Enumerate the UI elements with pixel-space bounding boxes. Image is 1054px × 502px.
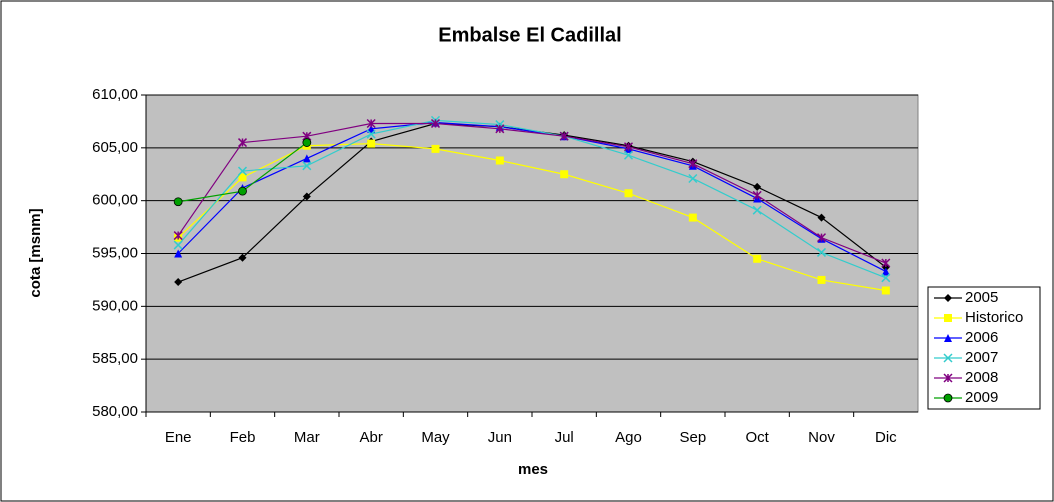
- data-point: [817, 213, 826, 222]
- series-line: [177, 122, 887, 264]
- series-line: [177, 121, 887, 272]
- legend-box: [927, 286, 1041, 410]
- legend-marker: [943, 393, 953, 403]
- legend-marker: [943, 373, 953, 383]
- data-point: [816, 247, 827, 257]
- legend-marker: [944, 314, 952, 322]
- data-point: [881, 267, 890, 276]
- series-line: [177, 119, 887, 279]
- legend-label: 2005: [965, 289, 998, 306]
- data-point: [624, 189, 633, 198]
- data-point: [753, 182, 762, 191]
- legend-label: 2006: [965, 329, 998, 346]
- data-point: [173, 240, 183, 250]
- y-tick-label: 600,00: [92, 192, 138, 209]
- data-point: [752, 190, 762, 200]
- legend-marker: [943, 353, 953, 363]
- x-tick-label: Oct: [745, 429, 769, 446]
- data-point: [817, 275, 826, 284]
- data-point: [688, 159, 698, 169]
- data-point: [367, 139, 376, 148]
- legend-marker: [944, 294, 952, 302]
- data-point: [881, 273, 891, 283]
- data-point: [560, 170, 569, 179]
- data-point: [495, 124, 505, 134]
- data-point: [495, 120, 505, 130]
- data-point: [881, 258, 891, 268]
- y-tick-label: 605,00: [92, 139, 138, 156]
- chart-title: Embalse El Cadillal: [438, 24, 621, 46]
- legend-marker: [944, 334, 952, 342]
- legend-label: Historico: [965, 309, 1023, 326]
- x-tick-label: Jun: [488, 429, 512, 446]
- y-tick-label: 580,00: [92, 403, 138, 420]
- data-point: [367, 124, 376, 133]
- data-point: [366, 129, 376, 139]
- x-tick-label: Sep: [679, 429, 706, 446]
- x-axis-label: mes: [518, 461, 548, 478]
- data-point: [238, 173, 247, 182]
- data-point: [688, 173, 698, 184]
- legend-label: 2008: [965, 369, 998, 386]
- data-point: [431, 144, 440, 153]
- x-tick-label: Feb: [230, 429, 256, 446]
- data-point: [752, 205, 762, 215]
- data-point: [623, 150, 634, 160]
- data-point: [238, 186, 247, 196]
- data-point: [302, 154, 311, 163]
- data-point: [495, 156, 504, 165]
- x-tick-label: Jul: [555, 429, 574, 446]
- x-tick-label: Dic: [875, 429, 897, 446]
- legend-label: 2007: [965, 349, 998, 366]
- data-point: [688, 213, 697, 222]
- data-point: [302, 161, 312, 171]
- data-point: [302, 192, 311, 201]
- data-point: [173, 231, 183, 241]
- y-tick-label: 610,00: [92, 86, 138, 103]
- data-point: [302, 138, 312, 147]
- data-point: [237, 166, 248, 176]
- x-tick-label: Abr: [359, 429, 382, 446]
- x-tick-label: May: [421, 429, 450, 446]
- data-point: [174, 278, 183, 287]
- data-point: [366, 118, 376, 129]
- data-point: [753, 254, 762, 263]
- data-point: [816, 233, 827, 243]
- y-tick-label: 585,00: [92, 350, 138, 367]
- x-tick-label: Nov: [808, 429, 835, 446]
- x-tick-label: Ene: [165, 429, 192, 446]
- y-tick-label: 590,00: [92, 297, 138, 314]
- data-point: [881, 286, 890, 295]
- x-tick-label: Ago: [615, 429, 642, 446]
- legend-label: 2009: [965, 389, 998, 406]
- data-point: [238, 253, 247, 262]
- data-point: [173, 197, 183, 207]
- data-point: [623, 142, 634, 152]
- y-tick-label: 595,00: [92, 244, 138, 261]
- x-tick-label: Mar: [294, 429, 320, 446]
- y-axis-label: cota [msnm]: [27, 208, 44, 297]
- data-point: [237, 138, 248, 148]
- data-point: [430, 118, 441, 129]
- data-point: [559, 131, 569, 141]
- data-point: [174, 249, 183, 258]
